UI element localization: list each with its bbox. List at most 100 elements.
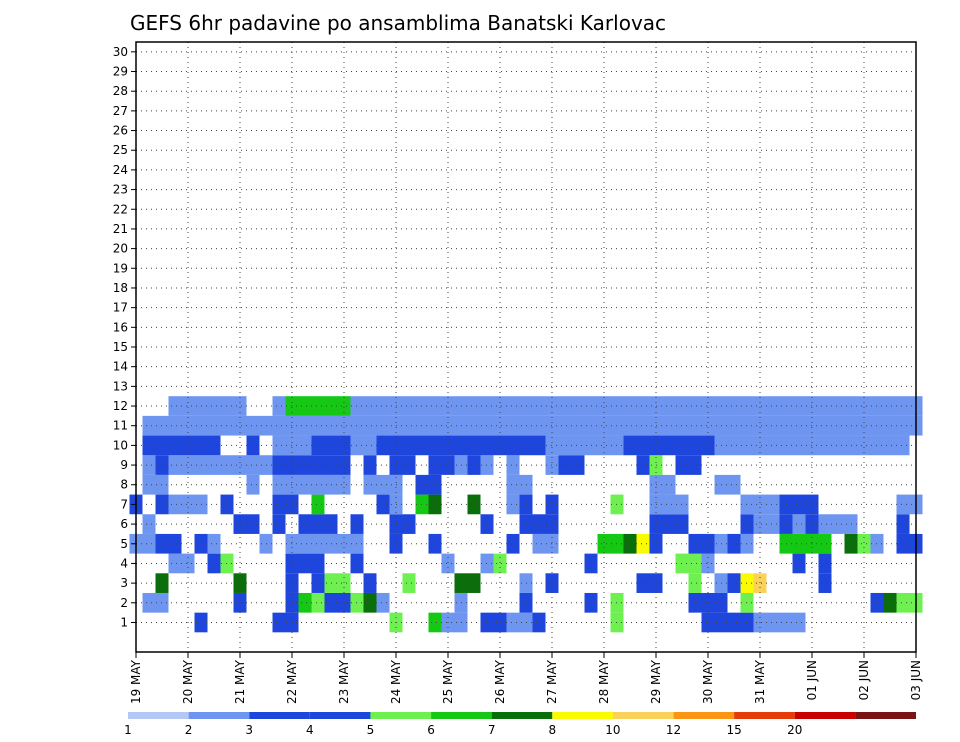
data-cell <box>636 435 650 456</box>
data-cell <box>532 396 546 416</box>
data-cell <box>272 474 286 495</box>
data-cell <box>831 415 845 436</box>
data-cell <box>233 573 247 593</box>
y-tick-label: 20 <box>113 242 128 256</box>
data-cell <box>623 415 637 436</box>
data-cell <box>363 474 377 495</box>
data-cell <box>363 435 377 456</box>
data-cell <box>753 415 767 436</box>
data-cell <box>441 553 455 574</box>
data-cell <box>363 592 377 613</box>
data-cell <box>493 553 507 574</box>
y-tick-label: 17 <box>113 301 128 315</box>
data-cell <box>337 533 351 554</box>
data-cell <box>818 415 832 436</box>
data-cell <box>168 533 182 554</box>
data-cell <box>363 415 377 436</box>
data-cell <box>558 435 572 456</box>
y-tick-label: 21 <box>113 222 128 236</box>
data-cell <box>207 455 221 475</box>
data-cell <box>402 415 416 436</box>
data-cell <box>272 612 286 633</box>
data-cell <box>701 396 715 416</box>
data-cell <box>688 455 702 475</box>
data-cell <box>506 612 520 633</box>
data-cell <box>207 533 221 554</box>
y-tick-label: 11 <box>113 419 128 433</box>
data-cell <box>337 435 351 456</box>
colorbar-label: 8 <box>548 723 556 737</box>
data-cell <box>506 415 520 436</box>
x-tick-label: 26 MAY <box>493 659 507 704</box>
data-cell <box>246 435 260 456</box>
data-cell <box>142 592 156 613</box>
data-cell <box>896 396 910 416</box>
data-cell <box>272 514 286 534</box>
data-cell <box>792 435 806 456</box>
data-cell <box>311 592 325 613</box>
data-cell <box>168 396 182 416</box>
data-cell <box>168 415 182 436</box>
data-cell <box>402 435 416 456</box>
colorbar-segment <box>491 712 553 719</box>
x-tick-label: 29 MAY <box>649 659 663 704</box>
data-cell <box>831 435 845 456</box>
y-tick-label: 12 <box>113 399 128 413</box>
data-cell <box>701 435 715 456</box>
data-cell <box>883 396 897 416</box>
data-cell <box>402 455 416 475</box>
data-cell <box>753 514 767 534</box>
data-cell <box>857 435 871 456</box>
data-cell <box>298 514 312 534</box>
data-cell <box>428 612 442 633</box>
data-cell <box>441 455 455 475</box>
data-cell <box>311 514 325 534</box>
data-cell <box>792 533 806 554</box>
y-axis-ticks: 1234567891011121314151617181920212223242… <box>113 45 136 629</box>
data-cell <box>766 435 780 456</box>
data-cell <box>376 592 390 613</box>
data-cell <box>597 396 611 416</box>
data-cell <box>571 396 585 416</box>
colorbar-segment <box>309 712 371 719</box>
data-cell <box>311 533 325 554</box>
y-tick-label: 24 <box>113 163 128 177</box>
data-cell <box>428 396 442 416</box>
data-cell <box>532 415 546 436</box>
data-cell <box>753 573 767 593</box>
data-cell <box>831 514 845 534</box>
y-tick-label: 14 <box>113 360 128 374</box>
data-cell <box>558 396 572 416</box>
data-cell <box>337 573 351 593</box>
data-cell <box>428 415 442 436</box>
data-cell <box>792 494 806 515</box>
data-cell <box>298 455 312 475</box>
data-cell <box>168 455 182 475</box>
data-cell <box>272 396 286 416</box>
colorbar-segment <box>734 712 795 719</box>
data-cell <box>311 435 325 456</box>
data-cell <box>662 435 676 456</box>
data-cell <box>402 514 416 534</box>
data-cell <box>506 474 520 495</box>
data-cell <box>636 533 650 554</box>
data-cell <box>181 415 195 436</box>
data-cell <box>428 494 442 515</box>
data-cell <box>532 514 546 534</box>
data-cell <box>896 494 910 515</box>
colorbar-label: 10 <box>605 723 620 737</box>
data-cell <box>441 435 455 456</box>
data-cell <box>181 396 195 416</box>
data-cell <box>883 435 897 456</box>
x-tick-label: 31 MAY <box>753 659 767 704</box>
data-cell <box>688 415 702 436</box>
data-cell <box>792 396 806 416</box>
y-tick-label: 30 <box>113 45 128 59</box>
y-tick-label: 25 <box>113 143 128 157</box>
y-tick-label: 5 <box>120 537 128 551</box>
data-cell <box>142 533 156 554</box>
colorbar-label: 6 <box>427 723 435 737</box>
data-cell <box>246 455 260 475</box>
data-cell <box>311 494 325 515</box>
data-cell <box>467 573 481 593</box>
